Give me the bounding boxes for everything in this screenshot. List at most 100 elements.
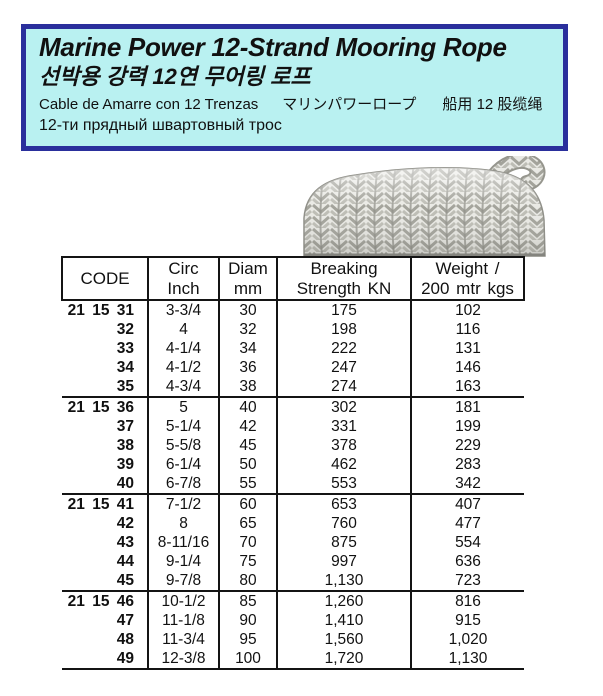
code-cell: 34 bbox=[62, 358, 149, 377]
breaking-strength-cell: 997 bbox=[276, 552, 412, 571]
code-cell: 40 bbox=[62, 474, 149, 494]
spec-row: 47 11-1/8 90 1,410 915 bbox=[62, 611, 524, 630]
breaking-strength-cell: 247 bbox=[276, 358, 412, 377]
diam-mm-cell: 70 bbox=[218, 533, 278, 552]
weight-cell: 116 bbox=[410, 320, 524, 339]
weight-cell: 163 bbox=[410, 377, 524, 397]
weight-cell: 636 bbox=[410, 552, 524, 571]
circ-inch-cell: 9-1/4 bbox=[147, 552, 220, 571]
spec-row: 40 6-7/8 55 553 342 bbox=[62, 474, 524, 494]
weight-cell: 283 bbox=[410, 455, 524, 474]
circ-inch-cell: 6-7/8 bbox=[147, 474, 220, 494]
code-cell: 21 15 31 bbox=[62, 300, 149, 320]
diam-mm-cell: 90 bbox=[218, 611, 278, 630]
spec-row: 39 6-1/4 50 462 283 bbox=[62, 455, 524, 474]
spec-row: 21 15 36 5 40 302 181 bbox=[62, 396, 524, 417]
product-title-box: Marine Power 12-Strand Mooring Rope 선박용 … bbox=[21, 24, 568, 151]
diam-mm-cell: 85 bbox=[218, 590, 278, 611]
diam-mm-cell: 65 bbox=[218, 514, 278, 533]
circ-inch-cell: 4-1/2 bbox=[147, 358, 220, 377]
spec-row: 45 9-7/8 80 1,130 723 bbox=[62, 571, 524, 591]
circ-inch-cell: 11-1/8 bbox=[147, 611, 220, 630]
breaking-strength-cell: 302 bbox=[276, 396, 412, 417]
col-header-weight-line1: Weight / bbox=[435, 258, 500, 278]
circ-inch-cell: 8-11/16 bbox=[147, 533, 220, 552]
spec-row: 34 4-1/2 36 247 146 bbox=[62, 358, 524, 377]
spec-row: 21 15 41 7-1/2 60 653 407 bbox=[62, 493, 524, 514]
code-cell: 35 bbox=[62, 377, 149, 397]
circ-inch-cell: 9-7/8 bbox=[147, 571, 220, 591]
circ-inch-cell: 4-1/4 bbox=[147, 339, 220, 358]
breaking-strength-cell: 553 bbox=[276, 474, 412, 494]
circ-inch-cell: 4-3/4 bbox=[147, 377, 220, 397]
diam-mm-cell: 30 bbox=[218, 300, 278, 320]
weight-cell: 146 bbox=[410, 358, 524, 377]
code-cell: 48 bbox=[62, 630, 149, 649]
col-header-diam-line1: Diam bbox=[228, 258, 268, 278]
diam-mm-cell: 45 bbox=[218, 436, 278, 455]
col-header-diam-line2: mm bbox=[233, 278, 263, 298]
diam-mm-cell: 40 bbox=[218, 396, 278, 417]
diam-mm-cell: 75 bbox=[218, 552, 278, 571]
diam-mm-cell: 38 bbox=[218, 377, 278, 397]
col-header-code-label: CODE bbox=[80, 268, 130, 288]
weight-cell: 131 bbox=[410, 339, 524, 358]
col-header-code: CODE bbox=[61, 256, 149, 301]
product-title-english: Marine Power 12-Strand Mooring Rope bbox=[39, 32, 507, 62]
diam-mm-cell: 55 bbox=[218, 474, 278, 494]
circ-inch-cell: 3-3/4 bbox=[147, 300, 220, 320]
code-cell: 21 15 46 bbox=[62, 590, 149, 611]
product-title-spanish: Cable de Amarre con 12 Trenzas bbox=[39, 96, 259, 113]
spec-row: 32 4 32 198 116 bbox=[62, 320, 524, 339]
code-cell: 21 15 36 bbox=[62, 396, 149, 417]
circ-inch-cell: 5-1/4 bbox=[147, 417, 220, 436]
circ-inch-cell: 4 bbox=[147, 320, 220, 339]
diam-mm-cell: 95 bbox=[218, 630, 278, 649]
weight-cell: 723 bbox=[410, 571, 524, 591]
weight-cell: 1,130 bbox=[410, 649, 524, 670]
breaking-strength-cell: 1,260 bbox=[276, 590, 412, 611]
breaking-strength-cell: 274 bbox=[276, 377, 412, 397]
spec-table-body: 21 15 31 3-3/4 30 175 102 32 4 32 198 116 33 4-1/4 3… bbox=[62, 300, 524, 670]
weight-cell: 477 bbox=[410, 514, 524, 533]
weight-cell: 1,020 bbox=[410, 630, 524, 649]
spec-row: 21 15 46 10-1/2 85 1,260 816 bbox=[62, 590, 524, 611]
spec-row: 43 8-11/16 70 875 554 bbox=[62, 533, 524, 552]
col-header-circ-inch: Circ Inch bbox=[147, 256, 220, 301]
breaking-strength-cell: 1,410 bbox=[276, 611, 412, 630]
breaking-strength-cell: 1,130 bbox=[276, 571, 412, 591]
col-header-breaking-line2: Strength KN bbox=[296, 278, 392, 298]
weight-cell: 199 bbox=[410, 417, 524, 436]
code-cell: 39 bbox=[62, 455, 149, 474]
code-cell: 42 bbox=[62, 514, 149, 533]
col-header-circ-line2: Inch bbox=[167, 278, 200, 298]
code-cell: 33 bbox=[62, 339, 149, 358]
breaking-strength-cell: 875 bbox=[276, 533, 412, 552]
col-header-circ-line1: Circ bbox=[168, 258, 199, 278]
col-header-weight: Weight / 200 mtr kgs bbox=[410, 256, 525, 301]
col-header-weight-line2: 200 mtr kgs bbox=[421, 278, 514, 298]
circ-inch-cell: 5 bbox=[147, 396, 220, 417]
code-cell: 32 bbox=[62, 320, 149, 339]
spec-table-header: CODE Circ Inch Diam mm Breaking Strength… bbox=[61, 256, 525, 301]
spec-row: 48 11-3/4 95 1,560 1,020 bbox=[62, 630, 524, 649]
weight-cell: 102 bbox=[410, 300, 524, 320]
breaking-strength-cell: 1,560 bbox=[276, 630, 412, 649]
circ-inch-cell: 11-3/4 bbox=[147, 630, 220, 649]
weight-cell: 816 bbox=[410, 590, 524, 611]
spec-row: 38 5-5/8 45 378 229 bbox=[62, 436, 524, 455]
circ-inch-cell: 10-1/2 bbox=[147, 590, 220, 611]
breaking-strength-cell: 1,720 bbox=[276, 649, 412, 670]
breaking-strength-cell: 331 bbox=[276, 417, 412, 436]
breaking-strength-cell: 222 bbox=[276, 339, 412, 358]
code-cell: 43 bbox=[62, 533, 149, 552]
col-header-breaking-strength: Breaking Strength KN bbox=[276, 256, 412, 301]
weight-cell: 342 bbox=[410, 474, 524, 494]
spec-row: 49 12-3/8 100 1,720 1,130 bbox=[62, 649, 524, 670]
circ-inch-cell: 12-3/8 bbox=[147, 649, 220, 670]
circ-inch-cell: 7-1/2 bbox=[147, 493, 220, 514]
product-title-russian: 12-ти прядный швартовный трос bbox=[39, 117, 282, 134]
header-row: CODE Circ Inch Diam mm Breaking Strength… bbox=[61, 256, 525, 301]
code-cell: 38 bbox=[62, 436, 149, 455]
